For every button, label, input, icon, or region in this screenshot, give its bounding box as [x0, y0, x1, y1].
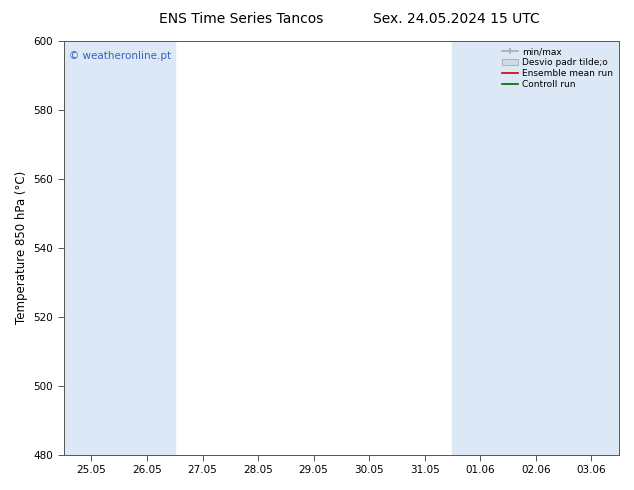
- Legend: min/max, Desvio padr tilde;o, Ensemble mean run, Controll run: min/max, Desvio padr tilde;o, Ensemble m…: [500, 46, 614, 91]
- Text: Sex. 24.05.2024 15 UTC: Sex. 24.05.2024 15 UTC: [373, 12, 540, 26]
- Y-axis label: Temperature 850 hPa (°C): Temperature 850 hPa (°C): [15, 171, 28, 324]
- Bar: [119, 41, 175, 455]
- Text: © weatheronline.pt: © weatheronline.pt: [69, 51, 171, 61]
- Text: ENS Time Series Tancos: ENS Time Series Tancos: [158, 12, 323, 26]
- Bar: [453, 41, 508, 455]
- Bar: [564, 41, 619, 455]
- Bar: [64, 41, 119, 455]
- Bar: [508, 41, 564, 455]
